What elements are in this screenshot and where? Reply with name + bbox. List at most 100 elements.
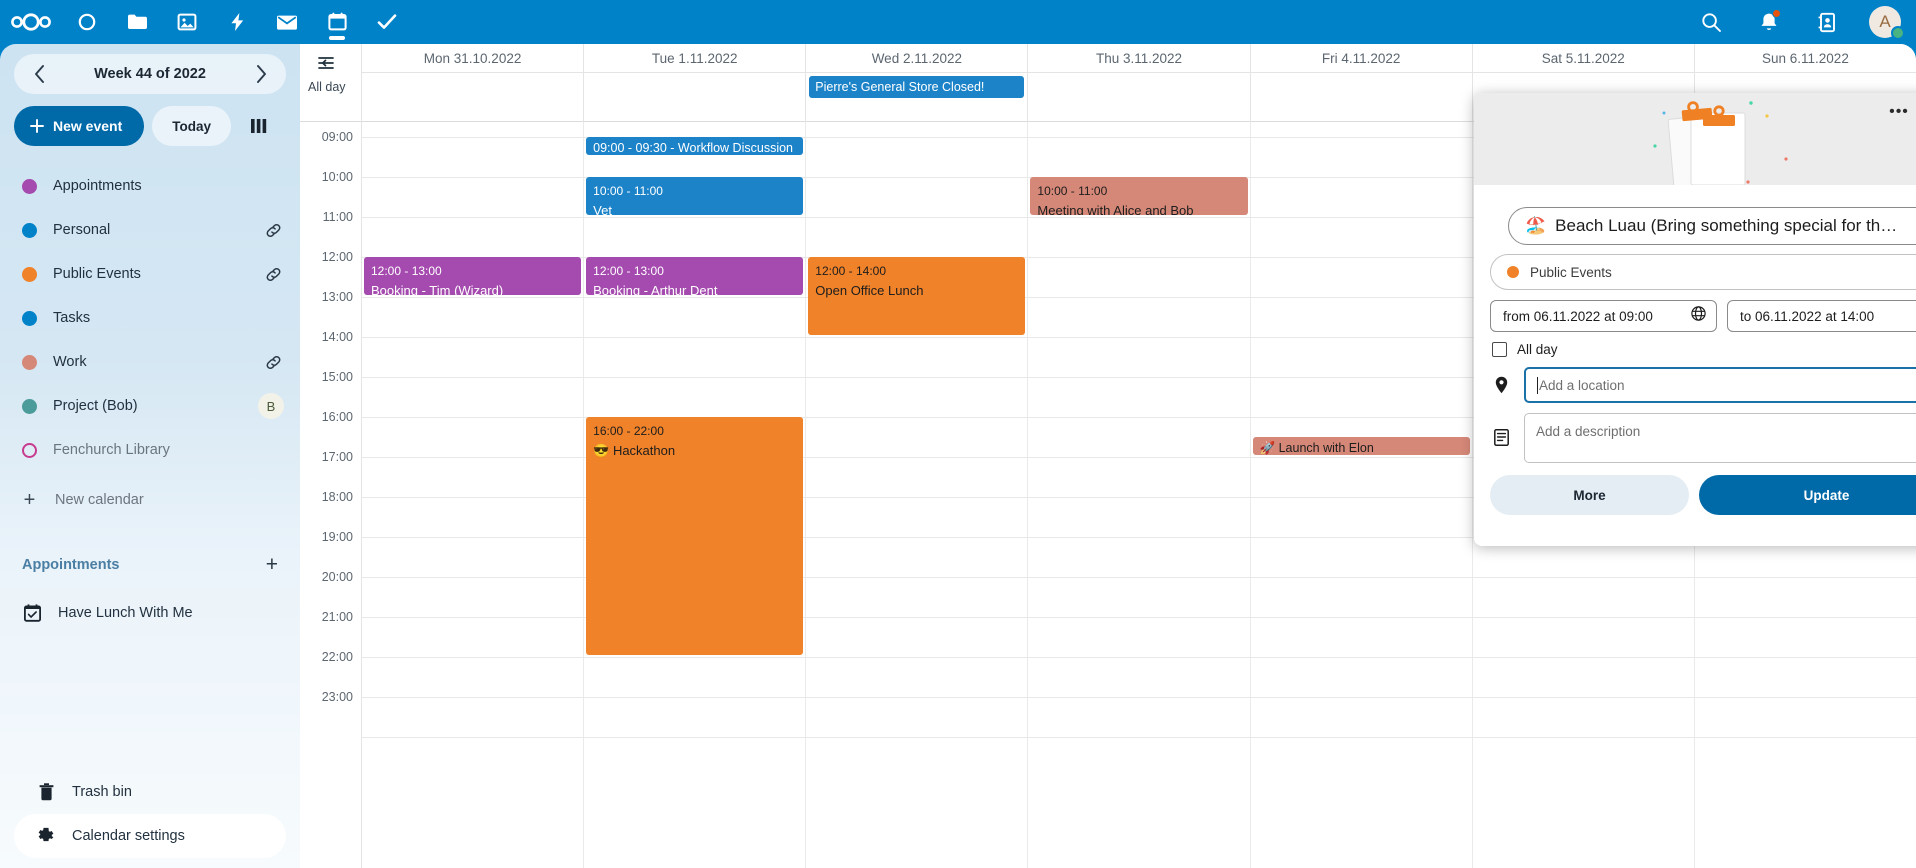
calendar-event[interactable]: 10:00 - 11:00 Vet xyxy=(586,177,804,215)
update-button[interactable]: Update xyxy=(1699,475,1916,515)
calendar-color-dot[interactable] xyxy=(22,266,37,282)
time-label: 10:00 xyxy=(321,170,353,184)
photos-icon[interactable] xyxy=(162,0,212,44)
calendar-item-work[interactable]: Work xyxy=(0,340,300,384)
day-header-label[interactable]: Mon 31.10.2022 xyxy=(423,50,522,66)
all-day-event[interactable]: Pierre's General Store Closed! xyxy=(809,76,1025,98)
day-header-label[interactable]: Fri 4.11.2022 xyxy=(1321,50,1401,66)
all-day-slot[interactable] xyxy=(584,72,806,122)
all-day-slot[interactable] xyxy=(362,72,584,122)
hour-gridline xyxy=(1694,697,1916,698)
calendar-item-label: Public Events xyxy=(53,266,141,282)
calendar-event[interactable]: 12:00 - 13:00 Booking - Arthur Dent xyxy=(586,257,804,295)
calendar-color-dot[interactable] xyxy=(22,222,37,238)
calendar-event[interactable]: 12:00 - 14:00 Open Office Lunch xyxy=(808,257,1026,335)
calendar-settings-button[interactable]: Calendar settings xyxy=(14,814,286,858)
calendar-event[interactable]: 12:00 - 13:00 Booking - Tim (Wizard) xyxy=(364,257,582,295)
day-headers: Mon 31.10.2022 Tue 1.11.2022 Wed 2.11.2022… xyxy=(362,44,1916,122)
all-day-label: All day xyxy=(308,80,346,94)
start-date-input[interactable]: from 06.11.2022 at 09:00 xyxy=(1490,300,1717,332)
day-column[interactable]: 12:00 - 14:00 Open Office Lunch xyxy=(806,122,1029,868)
share-link-icon[interactable] xyxy=(262,219,284,241)
hour-gridline xyxy=(1028,537,1250,538)
avatar[interactable]: A xyxy=(1868,5,1905,40)
today-button[interactable]: Today xyxy=(152,106,232,146)
view-switch-icon[interactable] xyxy=(243,109,277,143)
calendar-item-appointments[interactable]: Appointments xyxy=(0,164,300,208)
mail-icon[interactable] xyxy=(262,0,312,44)
hour-gridline xyxy=(806,217,1028,218)
day-column[interactable]: 🚀 Launch with Elon xyxy=(1250,122,1473,868)
hour-gridline xyxy=(584,657,806,658)
day-header-label[interactable]: Sun 6.11.2022 xyxy=(1762,50,1849,66)
notification-badge xyxy=(1772,9,1781,18)
day-header-label[interactable]: Thu 3.11.2022 xyxy=(1095,50,1183,66)
calendar-color-dot[interactable] xyxy=(22,398,37,414)
tasks-icon[interactable] xyxy=(362,0,412,44)
calendar-picker[interactable]: Public Events xyxy=(1490,254,1916,290)
calendar-item-public-events[interactable]: Public Events xyxy=(0,252,300,296)
search-icon[interactable] xyxy=(1694,5,1728,39)
hour-gridline xyxy=(362,617,584,618)
start-date-value: from 06.11.2022 at 09:00 xyxy=(1503,308,1653,324)
time-label: 15:00 xyxy=(321,370,353,384)
notifications-icon[interactable] xyxy=(1752,5,1786,39)
add-appointment-button[interactable]: + xyxy=(265,553,278,576)
trash-bin-button[interactable]: Trash bin xyxy=(14,770,286,814)
end-date-input[interactable]: to 06.11.2022 at 14:00 xyxy=(1727,300,1916,332)
day-column[interactable]: 09:00 - 09:30 - Workflow Discussion 10:00… xyxy=(584,122,807,868)
calendar-item-fenchurch-library[interactable]: Fenchurch Library xyxy=(0,428,300,472)
share-link-icon[interactable] xyxy=(262,263,284,285)
event-title: Booking - Tim (Wizard) xyxy=(371,282,504,295)
new-calendar-button[interactable]: + New calendar xyxy=(0,478,300,522)
hour-gridline xyxy=(362,137,584,138)
event-time: 12:00 - 14:00 xyxy=(815,264,887,278)
share-link-icon[interactable] xyxy=(262,351,284,373)
day-column[interactable]: 10:00 - 11:00 Meeting with Alice and Bob xyxy=(1028,122,1251,868)
appointments-section-title: Appointments xyxy=(22,556,120,573)
hour-gridline xyxy=(1472,737,1694,738)
all-day-slot[interactable]: Pierre's General Store Closed! xyxy=(806,72,1028,122)
calendar-item-personal[interactable]: Personal xyxy=(0,208,300,252)
calendar-event[interactable]: 🚀 Launch with Elon xyxy=(1252,437,1470,455)
hour-gridline xyxy=(1028,737,1250,738)
timezone-icon[interactable] xyxy=(1691,306,1706,326)
all-day-slot[interactable] xyxy=(1028,72,1250,122)
event-title-input[interactable]: 🏖️ Beach Luau (Bring something special f… xyxy=(1508,207,1916,245)
more-button[interactable]: More xyxy=(1490,475,1690,515)
calendar-color-dot[interactable] xyxy=(22,442,37,458)
calendar-event[interactable]: 10:00 - 11:00 Meeting with Alice and Bob xyxy=(1030,177,1248,215)
nextcloud-logo[interactable] xyxy=(0,0,62,44)
day-column-header: Sun 6.11.2022 xyxy=(1694,44,1916,122)
files-icon[interactable] xyxy=(112,0,162,44)
description-input[interactable]: Add a description xyxy=(1524,413,1916,463)
dashboard-icon[interactable] xyxy=(62,0,112,44)
all-day-slot[interactable] xyxy=(1250,72,1472,122)
all-day-slot[interactable] xyxy=(1694,72,1916,122)
popup-more-menu-icon[interactable]: ••• xyxy=(1889,103,1909,120)
appointment-item-have-lunch-with-me[interactable]: Have Lunch With Me xyxy=(0,591,300,635)
calendar-event[interactable]: 16:00 - 22:00 😎 Hackathon xyxy=(586,417,804,655)
all-day-slot[interactable] xyxy=(1472,72,1694,122)
calendar-icon[interactable] xyxy=(312,0,362,44)
calendar-event[interactable]: 09:00 - 09:30 - Workflow Discussion xyxy=(586,137,804,155)
activity-icon[interactable] xyxy=(212,0,262,44)
calendar-color-dot[interactable] xyxy=(22,310,37,326)
prev-week-button[interactable] xyxy=(26,61,52,87)
day-header-label[interactable]: Sat 5.11.2022 xyxy=(1541,50,1625,66)
new-event-button[interactable]: New event xyxy=(14,106,145,146)
calendar-color-dot[interactable] xyxy=(22,354,37,370)
day-header-label[interactable]: Tue 1.11.2022 xyxy=(651,50,738,66)
day-header-label[interactable]: Wed 2.11.2022 xyxy=(871,50,963,66)
all-day-checkbox[interactable] xyxy=(1492,342,1507,357)
calendar-color-dot[interactable] xyxy=(22,178,37,194)
next-week-button[interactable] xyxy=(248,61,274,87)
day-column[interactable]: 12:00 - 13:00 Booking - Tim (Wizard) xyxy=(362,122,585,868)
calendar-item-project-bob[interactable]: Project (Bob) B xyxy=(0,384,300,428)
hour-gridline xyxy=(362,537,584,538)
contacts-icon[interactable] xyxy=(1810,5,1844,39)
collapse-sidebar-icon[interactable] xyxy=(318,56,334,75)
calendar-item-tasks[interactable]: Tasks xyxy=(0,296,300,340)
appointment-item-label: Have Lunch With Me xyxy=(58,605,193,621)
location-input[interactable]: Add a location xyxy=(1524,367,1916,403)
